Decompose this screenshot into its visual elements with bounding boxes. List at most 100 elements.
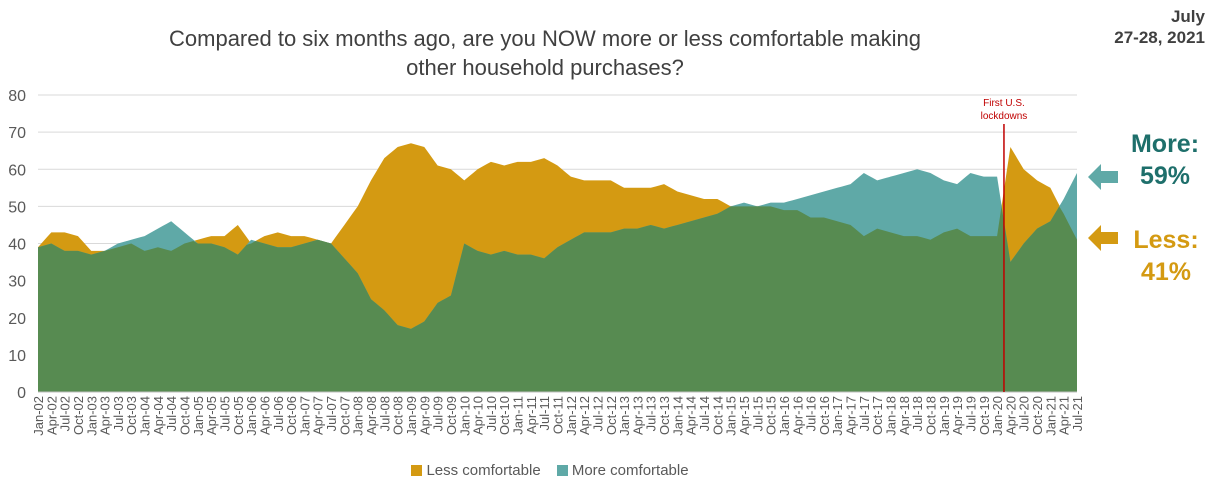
x-tick-label: Jul-17 <box>857 396 872 431</box>
x-tick-label: Jan-13 <box>617 396 632 436</box>
more-arrow-icon <box>1088 164 1118 190</box>
x-tick-label: Apr-18 <box>897 396 912 435</box>
y-tick-label: 0 <box>17 385 26 402</box>
x-tick-label: Apr-02 <box>44 396 59 435</box>
x-tick-label: Oct-04 <box>178 396 193 435</box>
x-tick-label: Jan-04 <box>138 396 153 436</box>
x-tick-label: Apr-09 <box>417 396 432 435</box>
x-tick-label: Jan-15 <box>724 396 739 436</box>
x-tick-label: Oct-09 <box>444 396 459 435</box>
x-tick-label: Jul-07 <box>324 396 339 431</box>
x-tick-label: Jan-06 <box>244 396 259 436</box>
x-tick-label: Apr-19 <box>950 396 965 435</box>
chart-legend: Less comfortable More comfortable <box>0 462 1100 480</box>
y-tick-label: 30 <box>8 274 26 291</box>
chart-title: Compared to six months ago, are you NOW … <box>95 24 995 82</box>
x-tick-label: Oct-12 <box>604 396 619 435</box>
x-tick-label: Oct-08 <box>391 396 406 435</box>
x-tick-label: Jan-02 <box>31 396 46 436</box>
y-tick-label: 80 <box>8 88 26 105</box>
x-tick-label: Jul-02 <box>58 396 73 431</box>
x-tick-label: Apr-03 <box>98 396 113 435</box>
x-tick-label: Oct-19 <box>977 396 992 435</box>
x-tick-label: Apr-12 <box>577 396 592 435</box>
x-tick-label: Oct-05 <box>231 396 246 435</box>
x-tick-label: Apr-07 <box>311 396 326 435</box>
x-tick-label: Jan-07 <box>297 396 312 436</box>
x-tick-label: Jul-15 <box>750 396 765 431</box>
x-tick-label: Jan-05 <box>191 396 206 436</box>
x-tick-label: Jul-12 <box>590 396 605 431</box>
x-tick-label: Jan-08 <box>351 396 366 436</box>
x-tick-label: Jul-08 <box>377 396 392 431</box>
x-tick-label: Apr-10 <box>471 396 486 435</box>
x-tick-label: Jan-14 <box>670 396 685 436</box>
y-tick-label: 70 <box>8 125 26 142</box>
lockdown-annotation-line-2: lockdowns <box>981 111 1028 122</box>
x-tick-label: Jan-12 <box>564 396 579 436</box>
survey-date-month: July <box>1170 7 1205 26</box>
x-tick-label: Oct-16 <box>817 396 832 435</box>
x-tick-label: Apr-04 <box>151 396 166 435</box>
x-tick-label: Apr-13 <box>630 396 645 435</box>
x-tick-label: Oct-11 <box>551 396 566 434</box>
x-tick-label: Apr-16 <box>790 396 805 435</box>
more-callout-word: More: <box>1130 130 1200 158</box>
x-tick-label: Oct-20 <box>1030 396 1045 435</box>
x-tick-label: Jan-16 <box>777 396 792 436</box>
more-comfortable-callout: More: 59% <box>1122 128 1208 192</box>
x-tick-label: Oct-14 <box>710 396 725 435</box>
x-tick-label: Jul-13 <box>644 396 659 431</box>
less-arrow-icon <box>1088 225 1118 251</box>
x-tick-label: Jul-05 <box>217 396 232 431</box>
y-tick-label: 60 <box>8 162 26 179</box>
x-tick-label: Jan-19 <box>937 396 952 436</box>
area-overlap <box>38 206 1077 392</box>
lockdown-annotation-line-1: First U.S. <box>983 98 1025 109</box>
x-tick-label: Oct-07 <box>337 396 352 435</box>
x-tick-label: Jan-11 <box>511 396 526 435</box>
legend-label-less: Less comfortable <box>426 462 541 479</box>
chart-title-line-2: other household purchases? <box>406 55 684 80</box>
x-tick-label: Apr-11 <box>524 396 539 434</box>
x-tick-label: Apr-06 <box>257 396 272 435</box>
x-tick-label: Apr-21 <box>1057 396 1072 435</box>
x-tick-label: Apr-15 <box>737 396 752 435</box>
x-tick-label: Apr-08 <box>364 396 379 435</box>
x-tick-label: Jul-10 <box>484 396 499 431</box>
x-tick-label: Jan-09 <box>404 396 419 436</box>
chart-title-line-1: Compared to six months ago, are you NOW … <box>169 26 921 51</box>
x-tick-label: Jul-19 <box>963 396 978 431</box>
legend-swatch-less <box>411 465 423 476</box>
x-tick-label: Oct-17 <box>870 396 885 435</box>
x-tick-label: Jul-06 <box>271 396 286 431</box>
x-tick-label: Jul-16 <box>804 396 819 431</box>
survey-date-days: 27-28, 2021 <box>1114 28 1205 47</box>
x-tick-label: Jul-04 <box>164 396 179 431</box>
x-tick-label: Oct-10 <box>497 396 512 435</box>
x-tick-label: Jan-21 <box>1043 396 1058 436</box>
x-tick-label: Jul-21 <box>1070 396 1085 431</box>
x-tick-label: Apr-17 <box>844 396 859 435</box>
less-comfortable-callout: Less: 41% <box>1118 224 1213 288</box>
x-tick-label: Apr-05 <box>204 396 219 435</box>
y-tick-label: 20 <box>8 311 26 328</box>
x-tick-label: Oct-15 <box>764 396 779 435</box>
more-callout-value: 59% <box>1139 162 1191 190</box>
x-tick-label: Apr-20 <box>1003 396 1018 435</box>
x-tick-label: Oct-18 <box>923 396 938 435</box>
y-tick-label: 50 <box>8 199 26 216</box>
legend-swatch-more <box>556 465 568 476</box>
x-tick-label: Jan-20 <box>990 396 1005 436</box>
x-tick-label: Jul-14 <box>697 396 712 431</box>
legend-item-less: Less comfortable <box>411 462 541 479</box>
x-tick-label: Oct-13 <box>657 396 672 435</box>
x-tick-label: Oct-06 <box>284 396 299 435</box>
x-tick-label: Oct-03 <box>124 396 139 435</box>
x-tick-label: Jul-09 <box>431 396 446 431</box>
x-tick-label: Oct-02 <box>71 396 86 435</box>
y-tick-label: 10 <box>8 348 26 365</box>
legend-item-more: More comfortable <box>556 462 689 479</box>
legend-label-more: More comfortable <box>571 462 689 479</box>
less-callout-word: Less: <box>1133 226 1199 254</box>
